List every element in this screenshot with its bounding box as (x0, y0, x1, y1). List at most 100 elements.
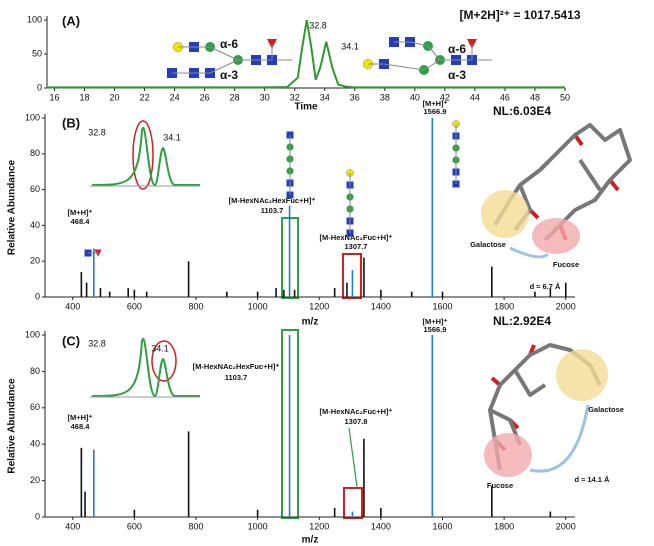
galactose-highlight (481, 190, 529, 238)
x-tick-label: 400 (65, 301, 80, 311)
x-tick-label: 1000 (248, 521, 268, 531)
y-tick-label: 40 (30, 220, 40, 230)
y-tick-label: 100 (25, 112, 40, 122)
y-axis-label: Relative Abundance (7, 159, 18, 255)
x-tick-label: 1600 (432, 301, 452, 311)
y-tick-label: 60 (30, 184, 40, 194)
normalization-level: NL:2.92E4 (493, 314, 551, 328)
distance-arrow (509, 246, 550, 259)
ion-mz: 1103.7 (225, 373, 248, 382)
y-tick-label: 0 (37, 82, 42, 92)
y-tick-label: 20 (30, 256, 40, 266)
x-tick-label: 38 (380, 92, 390, 102)
y-tick-label: 20 (30, 475, 40, 485)
highlight-ellipse (132, 120, 154, 190)
inset-trace (91, 337, 200, 398)
ion-label: [M+H]⁺ (68, 208, 93, 217)
ion-label: [M-HexNAc₂Fuc+H]⁺ (320, 407, 393, 416)
ion-label: [M-HexNAc₂HexFuc+H]⁺ (193, 362, 280, 371)
fucose-highlight (532, 218, 580, 254)
inset-label: 32.8 (88, 338, 106, 348)
x-tick-label: 22 (140, 92, 150, 102)
x-tick-label: 1800 (494, 301, 514, 311)
x-tick-label: 2000 (556, 521, 576, 531)
x-axis-label: m/z (302, 535, 319, 546)
connector (348, 427, 358, 488)
x-tick-label: 28 (230, 92, 240, 102)
ion-mz: 1566.9 (424, 325, 447, 334)
x-tick-label: 20 (110, 92, 120, 102)
galactose-highlight (556, 349, 608, 401)
ion-mz: 1103.7 (261, 206, 284, 215)
x-tick-label: 1000 (248, 301, 268, 311)
ion-label: [M-HexNAc₂Fuc+H]⁺ (320, 233, 393, 242)
x-tick-label: 48 (530, 92, 540, 102)
y-axis-label: Relative Abundance (7, 378, 18, 474)
glycan-bond (209, 46, 239, 61)
fragment-box (281, 329, 299, 519)
linkage-label: α-6 (220, 37, 238, 51)
x-tick-label: 26 (200, 92, 210, 102)
x-tick-label: 44 (470, 92, 480, 102)
glycan-bond (383, 63, 425, 71)
ion-mz: 1307.7 (345, 242, 368, 251)
x-tick-label: 16 (49, 92, 59, 102)
x-tick-label: 36 (350, 92, 360, 102)
linkage-label: α-6 (448, 42, 466, 56)
y-tick-label: 40 (30, 439, 40, 449)
x-tick-label: 1600 (432, 521, 452, 531)
formula: [M+2H]²⁺ = 1017.5413 (459, 8, 580, 22)
structure-label: Galactose (588, 405, 624, 414)
ion-label: [M+H]⁺ (423, 317, 448, 326)
y-tick-label: 0 (35, 511, 40, 521)
inset-label: 34.1 (163, 132, 181, 142)
glycan-bond (409, 41, 429, 47)
panel-label: (B) (62, 115, 80, 130)
distance-arrow (529, 404, 590, 473)
x-tick-label: 32 (290, 92, 300, 102)
chromatogram-line (47, 19, 565, 89)
fragment-box (342, 253, 362, 299)
x-tick-label: 24 (170, 92, 180, 102)
y-tick-label: 100 (27, 14, 42, 24)
inset-label: 32.8 (88, 127, 106, 137)
glycan-bond (423, 59, 441, 71)
x-tick-label: 42 (440, 92, 450, 102)
linkage-label: α-3 (220, 68, 238, 82)
distance-label: d ≈ 6.7 Å (530, 282, 561, 291)
ion-mz: 468.4 (71, 217, 91, 226)
fucose-highlight (484, 433, 532, 477)
ion-mz: 468.4 (71, 422, 91, 431)
inset-trace (91, 126, 200, 187)
ion-label: [M+H]⁺ (68, 413, 93, 422)
x-tick-label: 400 (65, 521, 80, 531)
y-tick-label: 100 (25, 329, 40, 339)
x-tick-label: 40 (410, 92, 420, 102)
y-tick-label: 80 (30, 366, 40, 376)
y-tick-label: 60 (30, 402, 40, 412)
x-tick-label: 30 (260, 92, 270, 102)
structure-label: Galactose (470, 240, 506, 249)
peak-label: 34.1 (341, 41, 359, 51)
ion-label: [M+H]⁺ (423, 99, 448, 108)
x-tick-label: 50 (560, 92, 570, 102)
ion-label: [M-HexNAc₂HexFuc+H]⁺ (229, 196, 316, 205)
fragment-box (343, 487, 363, 519)
x-tick-label: 600 (127, 521, 142, 531)
distance-label: d ≈ 14.1 Å (575, 475, 611, 484)
x-tick-label: 1800 (494, 521, 514, 531)
glycan-bond (427, 45, 441, 61)
structure-label: Fucose (487, 481, 513, 490)
x-tick-label: 34 (320, 92, 330, 102)
x-axis-label: Time (294, 102, 318, 113)
x-tick-label: 18 (80, 92, 90, 102)
y-tick-label: 0 (35, 291, 40, 301)
y-tick-label: 80 (30, 148, 40, 158)
linkage-label: α-3 (448, 68, 466, 82)
highlight-ellipse (151, 340, 177, 382)
ion-mz: 1566.9 (424, 107, 447, 116)
normalization-level: NL:6.03E4 (493, 104, 551, 118)
x-tick-label: 600 (127, 301, 142, 311)
x-tick-label: 800 (188, 301, 203, 311)
